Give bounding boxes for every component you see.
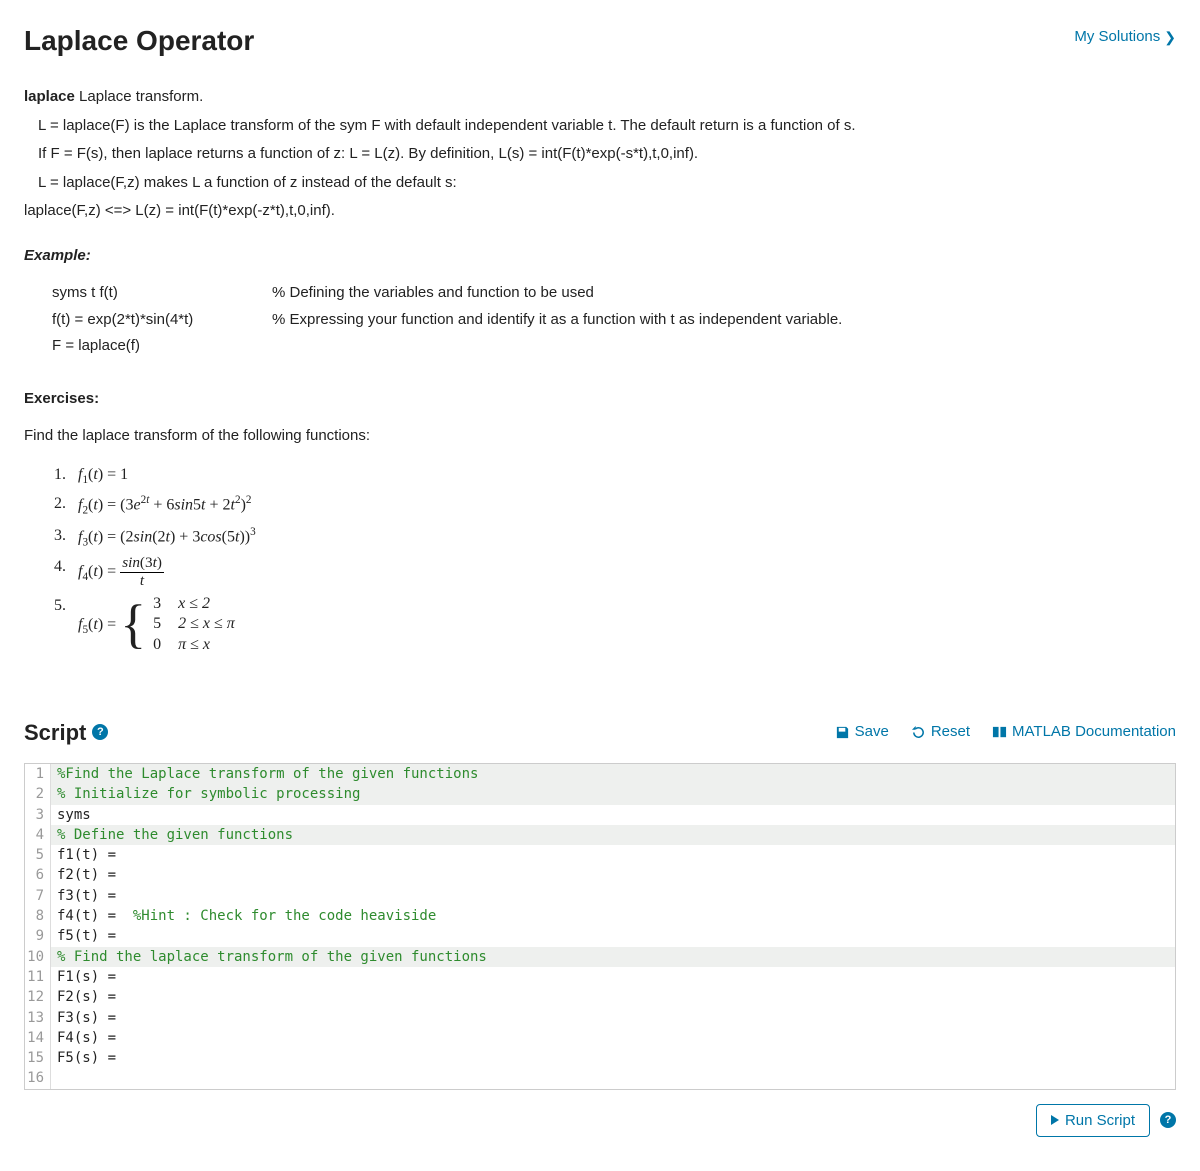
- exercise-list: 1. f1(t) = 1 2. f2(t) = (3e2t + 6sin5t +…: [54, 463, 1176, 656]
- code-line[interactable]: 12F2(s) =: [25, 987, 1175, 1007]
- line-number: 11: [25, 967, 51, 987]
- line-number: 13: [25, 1008, 51, 1028]
- run-script-button[interactable]: Run Script: [1036, 1104, 1150, 1137]
- code-line[interactable]: 11F1(s) =: [25, 967, 1175, 987]
- footer: Run Script ?: [24, 1104, 1176, 1137]
- chevron-right-icon: ❯: [1164, 27, 1176, 48]
- code-line[interactable]: 2% Initialize for symbolic processing: [25, 784, 1175, 804]
- code-text[interactable]: % Find the laplace transform of the give…: [51, 947, 1175, 967]
- code-text[interactable]: syms: [51, 805, 1175, 825]
- help-icon[interactable]: ?: [92, 724, 108, 740]
- example-note: % Expressing your function and identify …: [272, 309, 842, 332]
- code-text[interactable]: f3(t) =: [51, 886, 1175, 906]
- help-icon[interactable]: ?: [1160, 1112, 1176, 1128]
- save-button[interactable]: Save: [835, 721, 889, 744]
- line-number: 9: [25, 926, 51, 946]
- code-text[interactable]: F3(s) =: [51, 1008, 1175, 1028]
- code-line[interactable]: 10% Find the laplace transform of the gi…: [25, 947, 1175, 967]
- code-editor[interactable]: 1%Find the Laplace transform of the give…: [24, 763, 1176, 1090]
- example-row: syms t f(t) % Defining the variables and…: [52, 282, 1176, 305]
- my-solutions-link[interactable]: My Solutions ❯: [1074, 26, 1176, 49]
- code-line[interactable]: 6f2(t) =: [25, 865, 1175, 885]
- line-number: 7: [25, 886, 51, 906]
- code-text[interactable]: f4(t) = %Hint : Check for the code heavi…: [51, 906, 1175, 926]
- save-icon: [835, 725, 850, 740]
- my-solutions-label: My Solutions: [1074, 26, 1160, 49]
- exercise-math: f3(t) = (2sin(2t) + 3cos(5t))3: [78, 524, 256, 551]
- example-row: f(t) = exp(2*t)*sin(4*t) % Expressing yo…: [52, 309, 1176, 332]
- code-line[interactable]: 15F5(s) =: [25, 1048, 1175, 1068]
- code-text[interactable]: f5(t) =: [51, 926, 1175, 946]
- code-line[interactable]: 9f5(t) =: [25, 926, 1175, 946]
- play-icon: [1051, 1115, 1059, 1125]
- script-title: Script ?: [24, 716, 108, 749]
- code-text[interactable]: [51, 1068, 1175, 1088]
- description-line: L = laplace(F) is the Laplace transform …: [24, 115, 1176, 138]
- line-number: 4: [25, 825, 51, 845]
- code-line[interactable]: 1%Find the Laplace transform of the give…: [25, 764, 1175, 784]
- example-heading: Example:: [24, 245, 1176, 268]
- code-text[interactable]: F1(s) =: [51, 967, 1175, 987]
- book-icon: [992, 725, 1007, 740]
- line-number: 8: [25, 906, 51, 926]
- example-code: F = laplace(f): [52, 335, 242, 358]
- exercise-math: f5(t) = { 3x ≤ 2 52 ≤ x ≤ π 0π ≤ x: [78, 594, 235, 656]
- exercise-item: 5. f5(t) = { 3x ≤ 2 52 ≤ x ≤ π 0π ≤ x: [54, 594, 1176, 656]
- code-text[interactable]: F4(s) =: [51, 1028, 1175, 1048]
- code-line[interactable]: 13F3(s) =: [25, 1008, 1175, 1028]
- code-line[interactable]: 5f1(t) =: [25, 845, 1175, 865]
- reset-icon: [911, 725, 926, 740]
- description-line: laplace(F,z) <=> L(z) = int(F(t)*exp(-z*…: [24, 200, 1176, 223]
- line-number: 10: [25, 947, 51, 967]
- code-line[interactable]: 7f3(t) =: [25, 886, 1175, 906]
- code-line[interactable]: 16: [25, 1068, 1175, 1088]
- line-number: 1: [25, 764, 51, 784]
- exercises-heading: Exercises:: [24, 388, 1176, 411]
- exercise-item: 3. f3(t) = (2sin(2t) + 3cos(5t))3: [54, 524, 1176, 551]
- code-text[interactable]: % Initialize for symbolic processing: [51, 784, 1175, 804]
- code-line[interactable]: 3syms: [25, 805, 1175, 825]
- exercise-math: f2(t) = (3e2t + 6sin5t + 2t2)2: [78, 492, 251, 519]
- line-number: 6: [25, 865, 51, 885]
- description-lead: laplace Laplace transform.: [24, 86, 1176, 109]
- exercise-item: 1. f1(t) = 1: [54, 463, 1176, 489]
- exercise-math: f4(t) = sin(3t)t: [78, 555, 164, 589]
- line-number: 5: [25, 845, 51, 865]
- code-text[interactable]: F5(s) =: [51, 1048, 1175, 1068]
- code-text[interactable]: F2(s) =: [51, 987, 1175, 1007]
- code-text[interactable]: % Define the given functions: [51, 825, 1175, 845]
- code-line[interactable]: 4% Define the given functions: [25, 825, 1175, 845]
- example-note: % Defining the variables and function to…: [272, 282, 594, 305]
- line-number: 14: [25, 1028, 51, 1048]
- code-line[interactable]: 8f4(t) = %Hint : Check for the code heav…: [25, 906, 1175, 926]
- script-header: Script ? Save Reset MATLAB Documentation: [24, 716, 1176, 749]
- code-line[interactable]: 14F4(s) =: [25, 1028, 1175, 1048]
- exercises-intro: Find the laplace transform of the follow…: [24, 425, 1176, 448]
- example-code: f(t) = exp(2*t)*sin(4*t): [52, 309, 242, 332]
- code-text[interactable]: %Find the Laplace transform of the given…: [51, 764, 1175, 784]
- example-code: syms t f(t): [52, 282, 242, 305]
- example-row: F = laplace(f): [52, 335, 1176, 358]
- header: Laplace Operator My Solutions ❯: [24, 20, 1176, 80]
- line-number: 16: [25, 1068, 51, 1088]
- description-line: If F = F(s), then laplace returns a func…: [24, 143, 1176, 166]
- code-text[interactable]: f1(t) =: [51, 845, 1175, 865]
- line-number: 3: [25, 805, 51, 825]
- page-title: Laplace Operator: [24, 20, 254, 62]
- description-line: L = laplace(F,z) makes L a function of z…: [24, 172, 1176, 195]
- exercise-item: 4. f4(t) = sin(3t)t: [54, 555, 1176, 589]
- line-number: 2: [25, 784, 51, 804]
- code-text[interactable]: f2(t) =: [51, 865, 1175, 885]
- docs-link[interactable]: MATLAB Documentation: [992, 721, 1176, 744]
- example-block: Example: syms t f(t) % Defining the vari…: [24, 245, 1176, 358]
- line-number: 15: [25, 1048, 51, 1068]
- reset-button[interactable]: Reset: [911, 721, 970, 744]
- description-block: laplace Laplace transform. L = laplace(F…: [24, 86, 1176, 223]
- exercise-item: 2. f2(t) = (3e2t + 6sin5t + 2t2)2: [54, 492, 1176, 519]
- exercise-math: f1(t) = 1: [78, 463, 128, 489]
- script-actions: Save Reset MATLAB Documentation: [835, 721, 1176, 744]
- line-number: 12: [25, 987, 51, 1007]
